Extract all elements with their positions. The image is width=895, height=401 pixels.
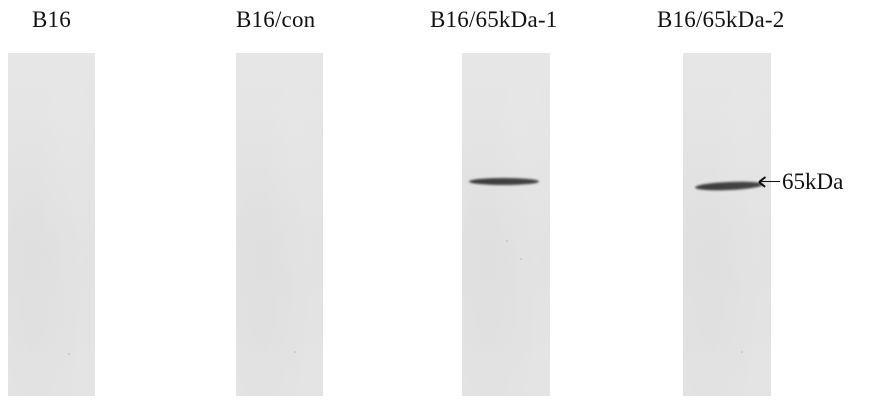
molecular-weight-marker: 65kDa — [758, 168, 843, 196]
speck — [294, 351, 296, 353]
lane-strip-b16 — [8, 53, 95, 396]
speck — [520, 258, 522, 260]
marker-label: 65kDa — [782, 169, 844, 194]
left-arrow-icon — [758, 175, 780, 189]
speck — [506, 240, 508, 242]
lane-label-b16: B16 — [32, 7, 71, 32]
lane-strip-b16-65kda-2 — [683, 53, 771, 396]
lane-label-b16-65kda-2: B16/65kDa-2 — [657, 7, 785, 32]
lane-strip-b16-con — [236, 53, 323, 396]
speck — [68, 353, 70, 355]
lane-label-b16-65kda-1: B16/65kDa-1 — [430, 7, 558, 32]
protein-band-65kda — [694, 180, 764, 192]
lane-label-b16-con: B16/con — [236, 7, 316, 32]
protein-band-65kda — [469, 178, 539, 185]
speck — [741, 351, 743, 353]
lane-strip-b16-65kda-1 — [462, 53, 550, 396]
